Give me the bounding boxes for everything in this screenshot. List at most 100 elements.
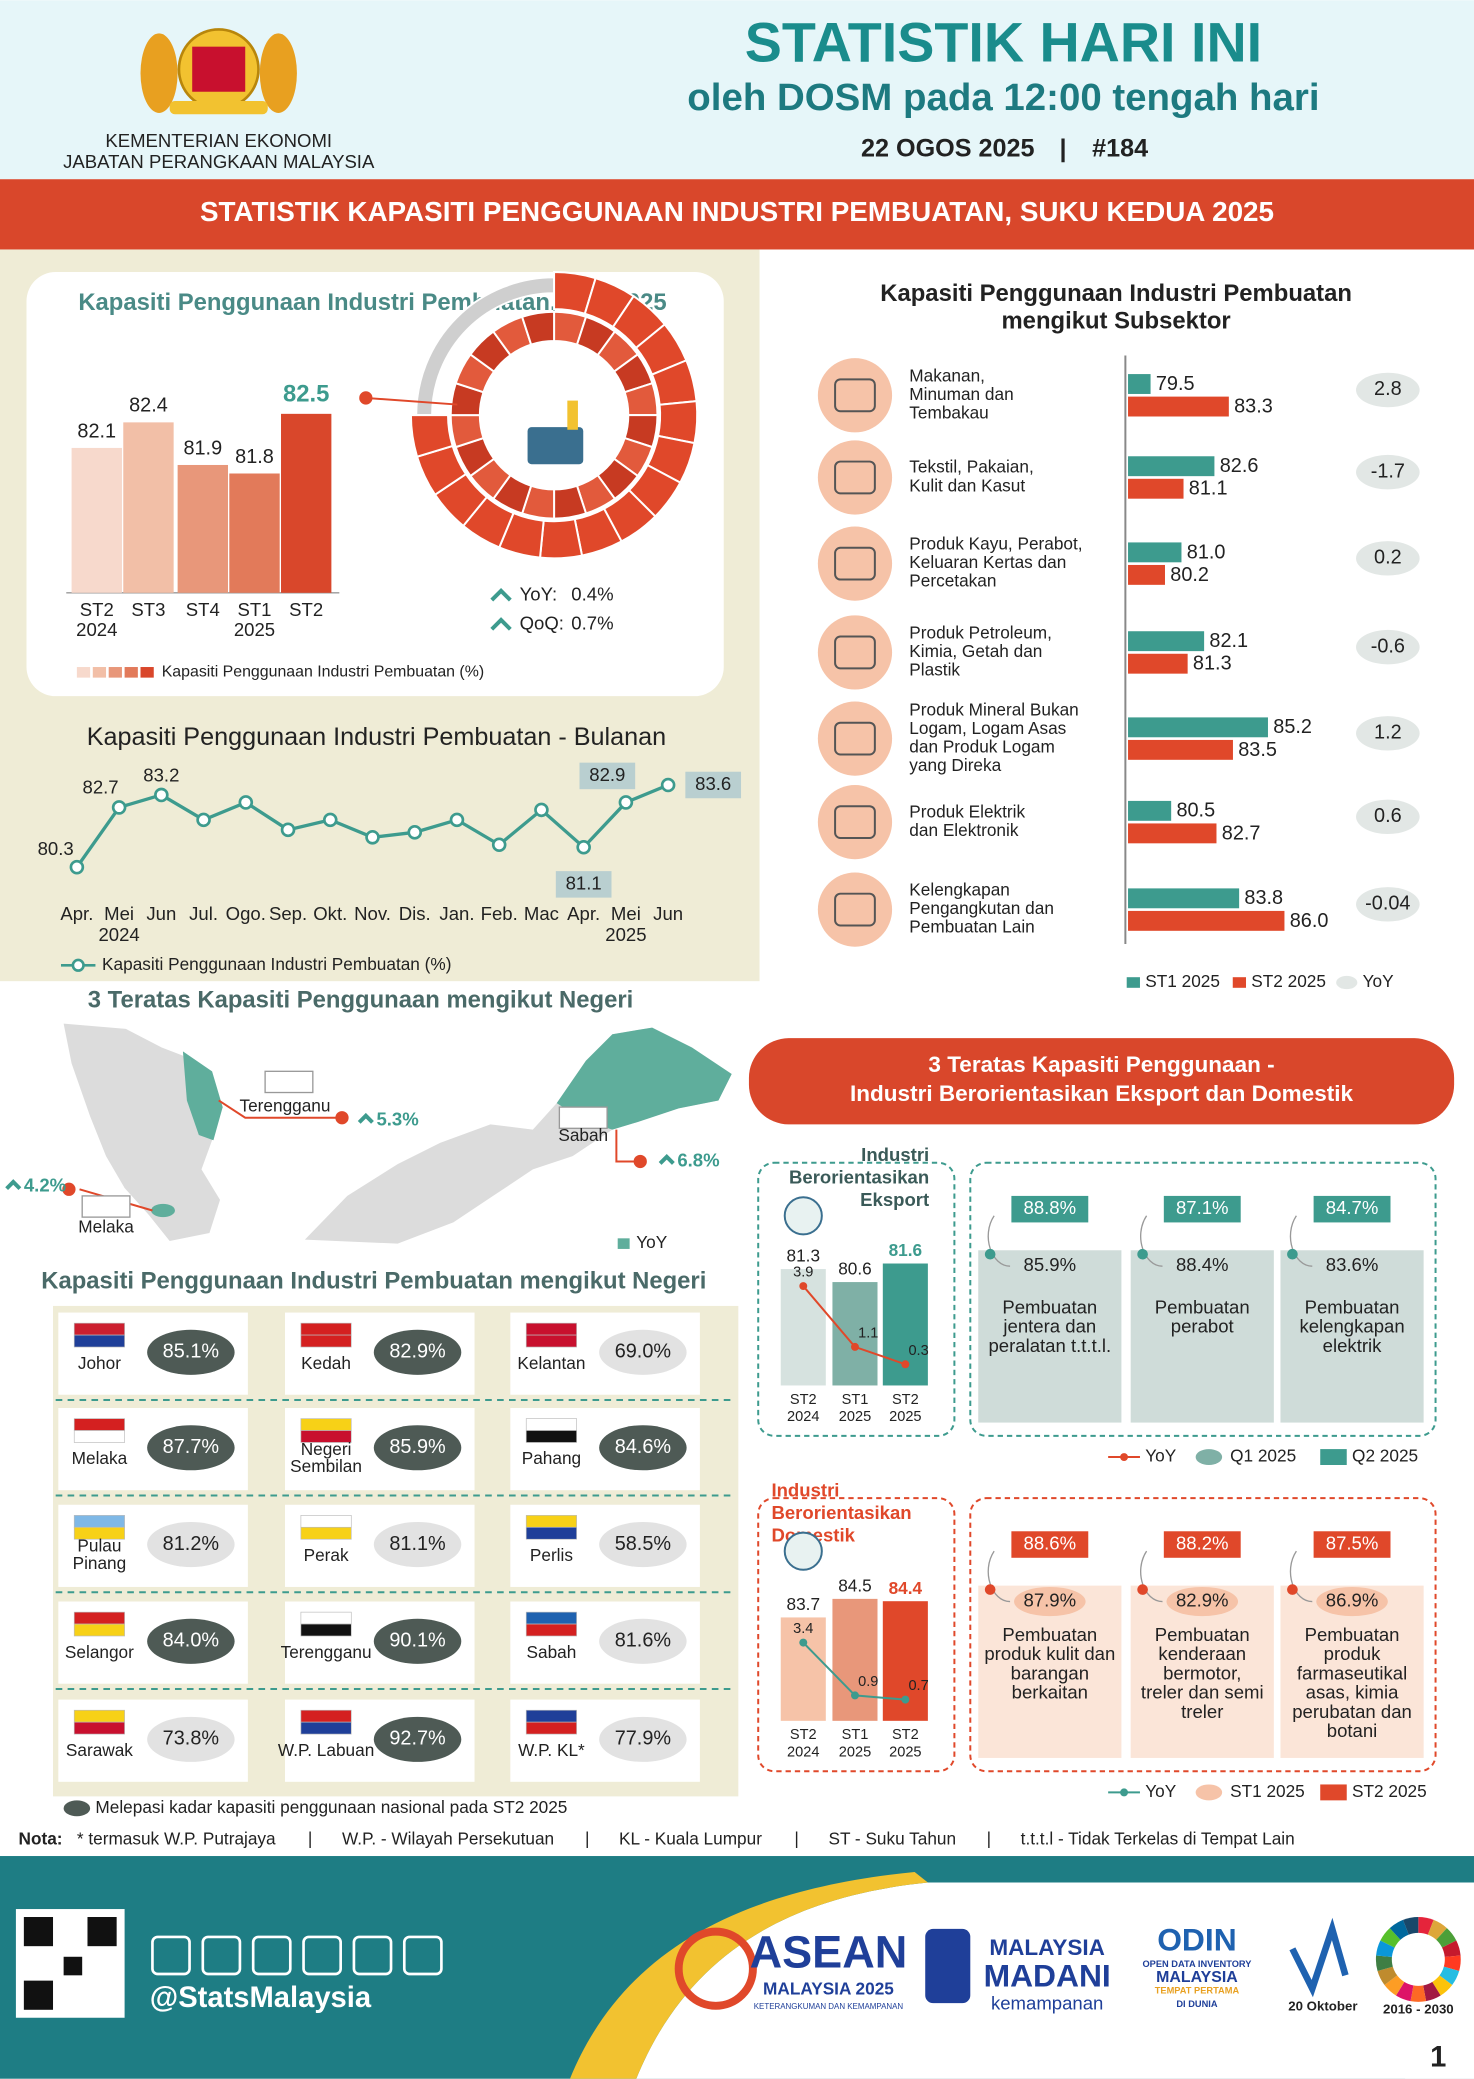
stats-day-logo: [1289, 1917, 1349, 1998]
date: 22 OGOS 2025: [861, 135, 1035, 163]
legend-label: ST1 2025: [1230, 1781, 1305, 1801]
yoy-pill: [1356, 454, 1420, 490]
subsector-icon-glyph: [834, 460, 876, 495]
bar-label: 83.3: [1234, 395, 1273, 417]
state-flag: [81, 1195, 131, 1218]
legend-label: Melepasi kadar kapasiti penggunaan nasio…: [95, 1797, 567, 1817]
card-name: Pembuatan: [1155, 1296, 1250, 1317]
qr-block: [23, 1980, 54, 2010]
card-dot: [1137, 1584, 1148, 1595]
panel-title: Berorientasikan: [771, 1502, 911, 1523]
card-name: peralatan t.t.t.l.: [988, 1335, 1111, 1356]
page-number: 1: [1430, 2042, 1446, 2074]
panel-title: Industri: [771, 1479, 839, 1500]
crest-center: [192, 46, 246, 92]
subsector-icon: [817, 526, 893, 601]
subsector-icon-glyph: [834, 635, 876, 670]
state-flag: [525, 1322, 577, 1336]
domestic-cards-box: [969, 1497, 1437, 1773]
x-tick-label: ST2: [289, 599, 323, 620]
subsector-icon: [817, 440, 893, 515]
legend-swatch: [1320, 1784, 1347, 1801]
bar: [123, 422, 174, 593]
subsector-name: dan Produk Logam: [909, 736, 1055, 756]
q2-box: [1163, 1531, 1241, 1558]
state-pill: [599, 1425, 687, 1471]
state-name: Terengganu: [281, 1642, 372, 1662]
card-name: Pembuatan: [1305, 1624, 1400, 1645]
social-handle: @StatsMalaysia: [150, 1982, 372, 2014]
note: ST - Suku Tahun: [828, 1829, 956, 1849]
bar: [1128, 800, 1172, 821]
sdg-years: 2016 - 2030: [1383, 2001, 1454, 2016]
notes-label: Nota:: [19, 1829, 63, 1849]
yoy-label: 2.8: [1374, 378, 1402, 400]
x-tick-label: Apr.: [567, 903, 600, 924]
yoy-point: [799, 1638, 808, 1647]
yoy-value: 6.8%: [677, 1149, 719, 1170]
banner: STATISTIK KAPASITI PENGGUNAAN INDUSTRI P…: [200, 196, 1274, 227]
point: [576, 839, 591, 855]
yoy-pill: [1356, 716, 1420, 751]
subsector-title: Kapasiti Penggunaan Industri Pembuatan: [880, 280, 1352, 307]
bar: [1128, 542, 1182, 563]
point-label: 82.9: [589, 764, 625, 785]
subsector-name: Pengangkutan dan: [909, 898, 1054, 918]
state-name: Kedah: [301, 1353, 351, 1373]
x-tick-label: Mac: [524, 903, 559, 924]
state-name: Pahang: [522, 1448, 581, 1468]
yoy-pill: [1356, 629, 1420, 665]
asean-logo: [674, 1927, 757, 2010]
state-name: Selangor: [65, 1642, 134, 1662]
state-name: Sembilan: [290, 1456, 362, 1476]
subsector-icon-glyph: [834, 546, 876, 581]
legend-swatch: [1126, 977, 1140, 988]
subsector-name: Plastik: [909, 660, 960, 680]
point: [111, 800, 127, 815]
bar-label: 81.1: [1189, 478, 1228, 500]
legend-label: ST2 2025: [1251, 971, 1326, 991]
state-flag: [300, 1721, 352, 1735]
panel-title: Industri: [861, 1144, 929, 1165]
yoy-label: 0.9: [858, 1674, 878, 1690]
state-flag: [525, 1623, 577, 1637]
state-flag: [300, 1515, 352, 1528]
subsector-icon-glyph: [834, 721, 876, 756]
subsector-icon-glyph: [834, 892, 876, 927]
x-tick-label: Mei: [104, 903, 134, 924]
bar-label: 83.5: [1238, 739, 1277, 761]
ministry: KEMENTERIAN EKONOMI: [105, 130, 332, 151]
note-separator: |: [585, 1829, 589, 1849]
state-value: 77.9%: [615, 1728, 671, 1750]
q1-pill: [1014, 1251, 1086, 1281]
yoy-value: 5.3%: [376, 1108, 418, 1129]
madani: MADANI: [984, 1957, 1111, 1993]
state-pill: [147, 1329, 235, 1375]
point: [618, 795, 634, 810]
state-pill: [373, 1618, 462, 1664]
bar-label: 80.2: [1170, 564, 1209, 586]
map-title: 3 Teratas Kapasiti Penggunaan mengikut N…: [88, 986, 633, 1013]
point: [322, 812, 338, 828]
state-pill: [599, 1716, 687, 1762]
state-value: 92.7%: [389, 1728, 445, 1750]
q2-label: 88.6%: [1024, 1532, 1077, 1553]
x-tick-label: ST3: [131, 599, 165, 620]
legend-label: YoY: [1145, 1781, 1176, 1801]
x-tick-label: 2025: [889, 1409, 921, 1425]
bar-label: 81.3: [787, 1246, 821, 1266]
card-name: perabot: [1171, 1316, 1235, 1337]
legend-swatch: [108, 667, 122, 678]
card-dot: [984, 1584, 996, 1595]
state-flag: [300, 1418, 352, 1431]
card-name: perubatan dan: [1292, 1701, 1412, 1722]
q2-box: [1313, 1195, 1391, 1223]
point: [449, 812, 465, 828]
point: [534, 802, 549, 818]
sabah-region: [556, 1027, 732, 1130]
issue: #184: [1092, 135, 1148, 163]
point: [280, 822, 296, 838]
point: [238, 795, 254, 810]
card-connector: [987, 1215, 1011, 1267]
social-icon: [151, 1935, 191, 1976]
